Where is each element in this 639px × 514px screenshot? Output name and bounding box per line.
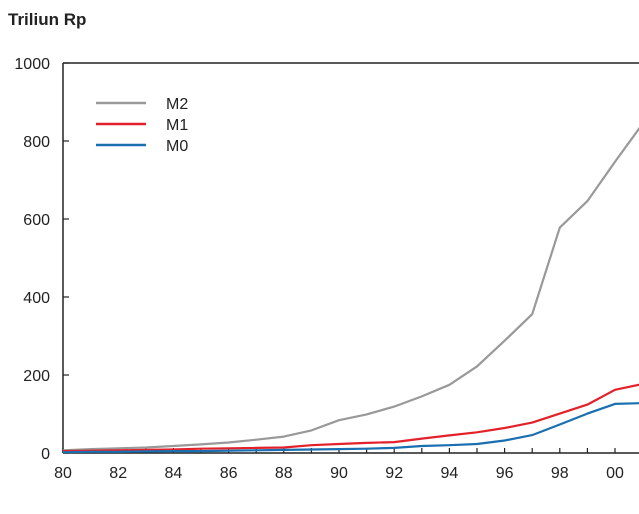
- legend-label-m2: M2: [166, 96, 188, 113]
- y-tick-label: 1000: [14, 56, 50, 73]
- series-line-m0: [62, 402, 639, 454]
- y-tick-label: 400: [23, 290, 50, 307]
- y-tick-label: 0: [41, 446, 50, 463]
- x-tick-label: 00: [606, 465, 624, 482]
- y-tick-label: 600: [23, 212, 50, 229]
- x-tick-label: 84: [165, 465, 183, 482]
- y-unit-label: Triliun Rp: [8, 10, 87, 29]
- x-tick-label: 96: [496, 465, 514, 482]
- x-tick-label: 86: [220, 465, 238, 482]
- x-tick-label: 94: [441, 465, 459, 482]
- x-tick-label: 90: [330, 465, 348, 482]
- x-tick-label: 92: [385, 465, 403, 482]
- y-tick-label: 800: [23, 134, 50, 151]
- series-line-m2: [62, 126, 639, 452]
- x-tick-label: 82: [109, 465, 127, 482]
- y-tick-label: 200: [23, 368, 50, 385]
- x-tick-label: 80: [54, 465, 72, 482]
- legend-label-m0: M0: [166, 138, 188, 155]
- series-line-m1: [62, 383, 639, 453]
- x-tick-label: 88: [275, 465, 293, 482]
- x-tick-label: 98: [551, 465, 569, 482]
- legend-label-m1: M1: [166, 117, 188, 134]
